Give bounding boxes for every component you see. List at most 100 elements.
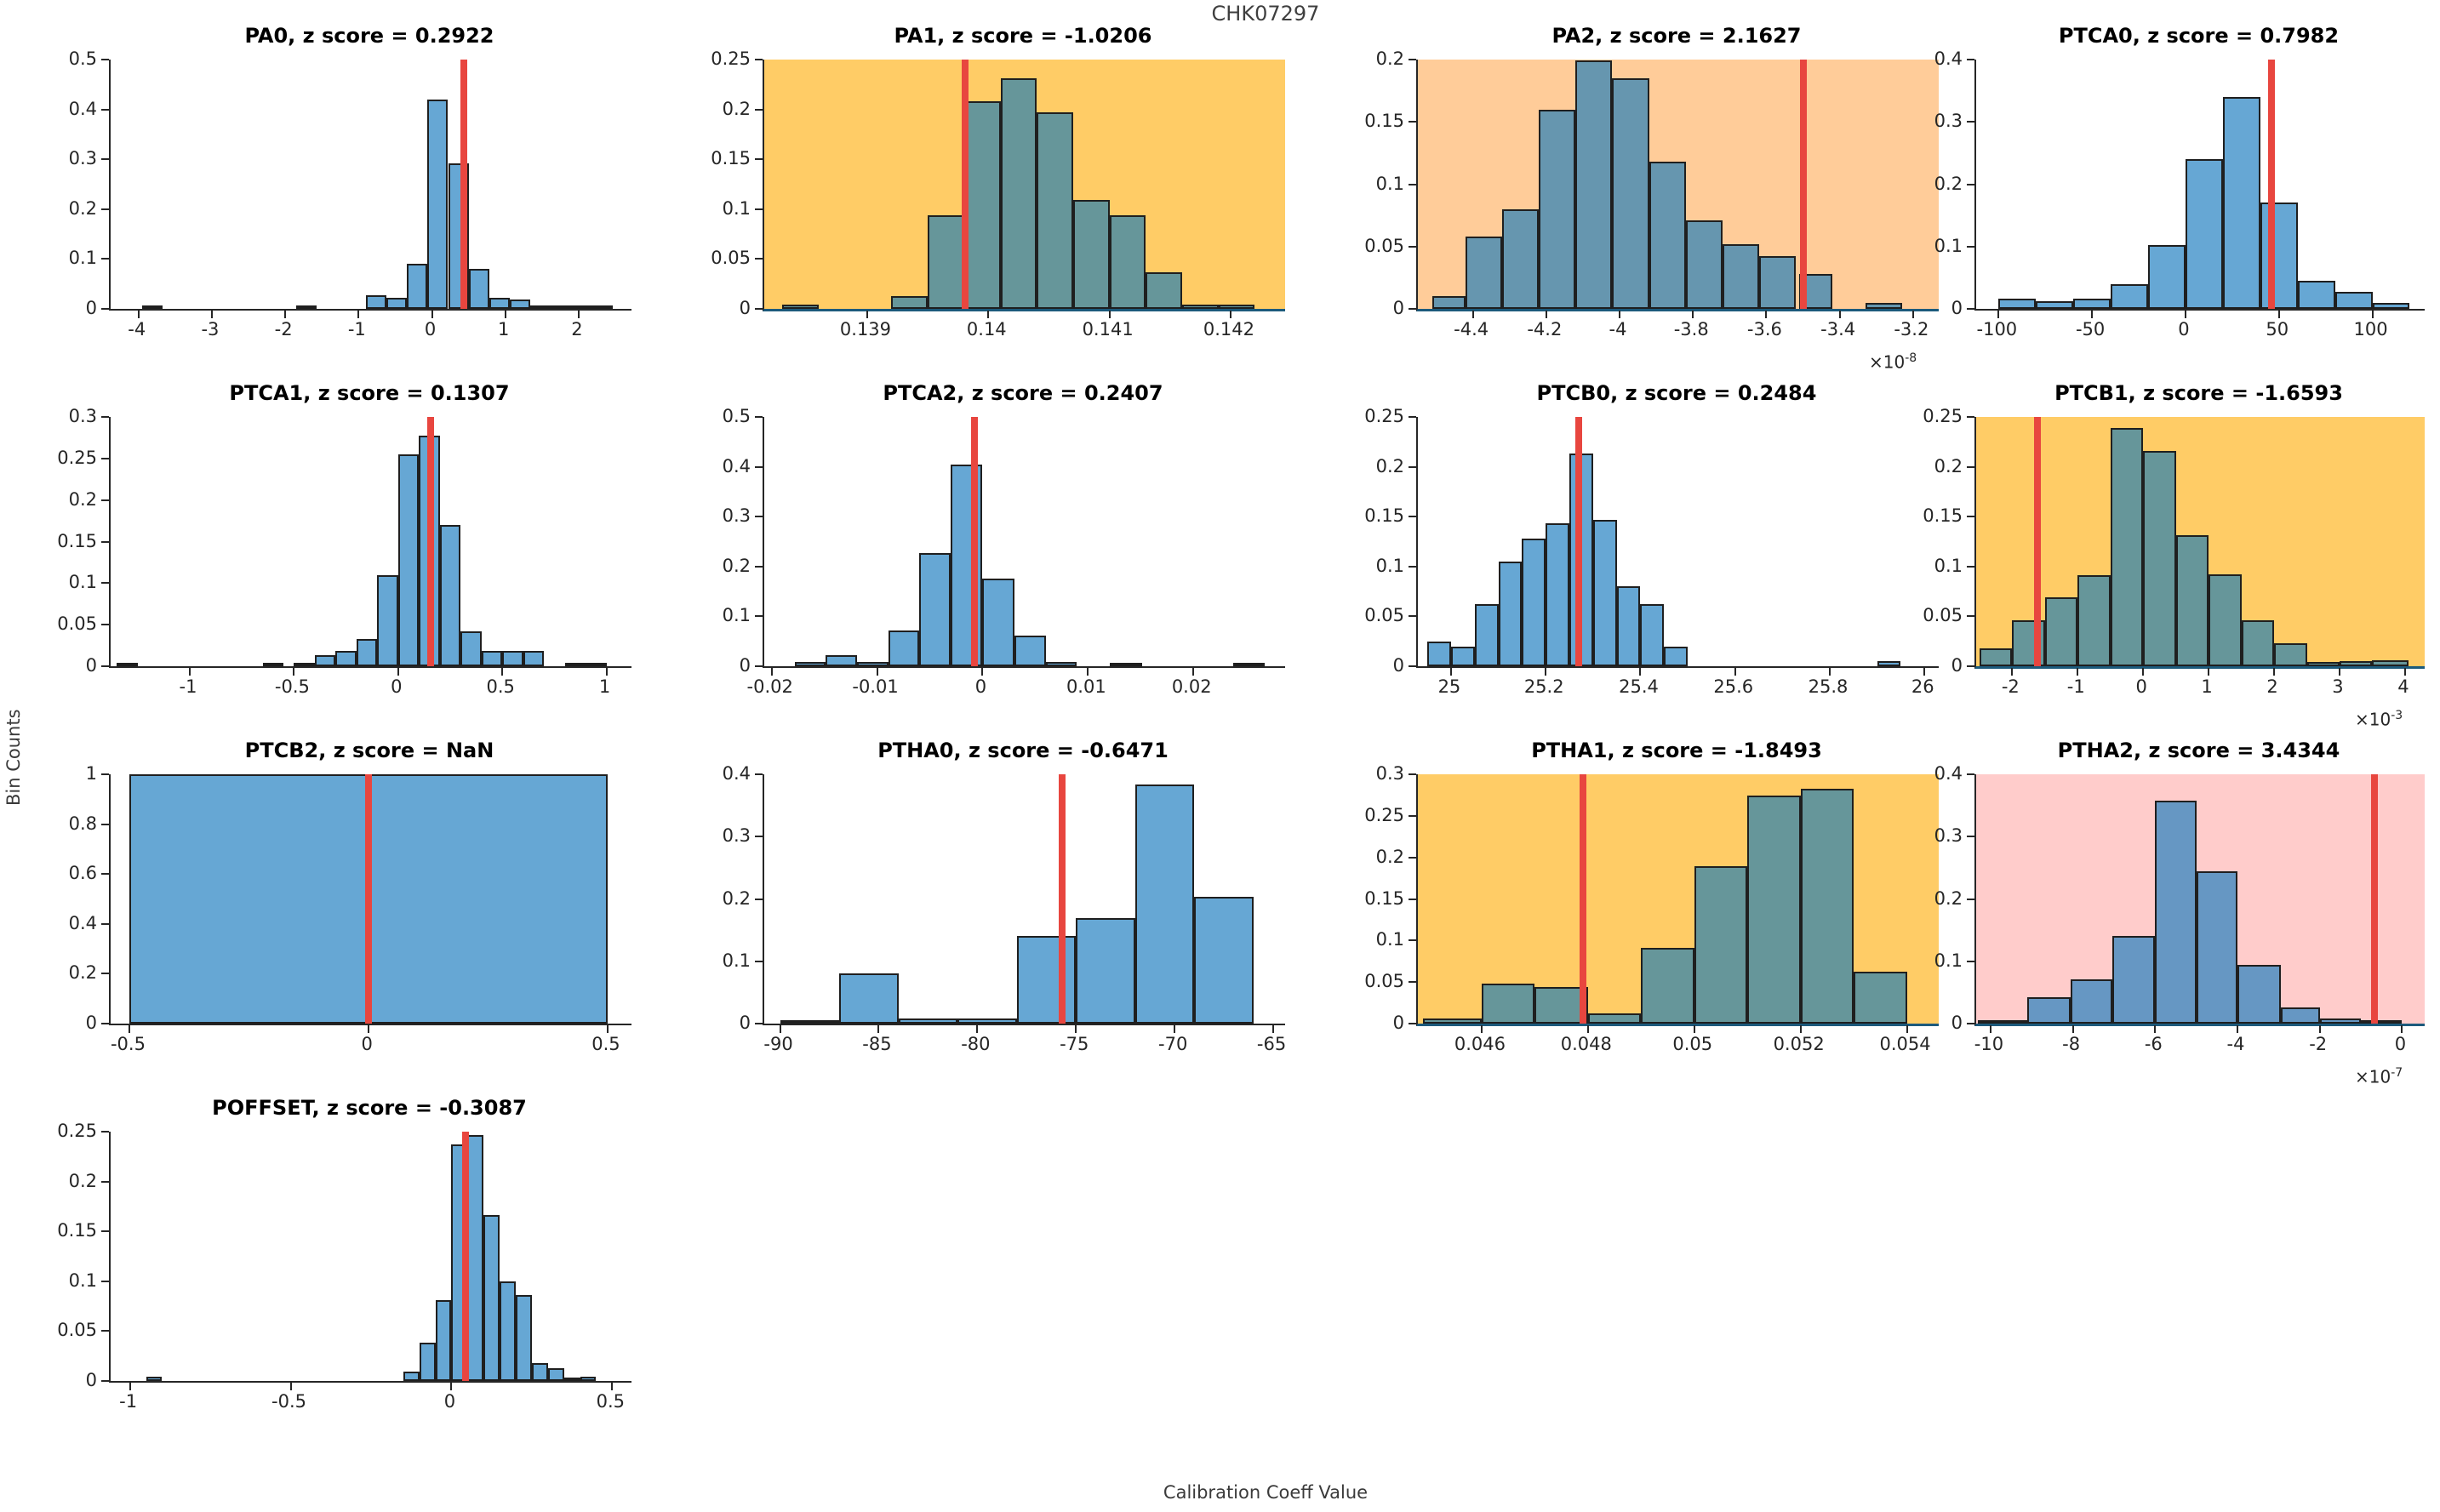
x-tick-label: -2 (2001, 676, 2020, 697)
x-tick (210, 311, 213, 318)
x-tick (1174, 1025, 1176, 1033)
y-tick (1967, 121, 1974, 123)
x-tick-label: -1 (179, 676, 197, 697)
x-tick (501, 668, 504, 676)
x-tick-label: -0.02 (746, 676, 793, 697)
x-tick-label: -50 (2075, 319, 2106, 339)
z-score-marker (365, 774, 373, 1024)
histogram-bar (2110, 427, 2144, 666)
y-tick-label: 0.3 (722, 825, 751, 847)
plot-title-PTCA0: PTCA0, z score = 0.7982 (2058, 24, 2340, 48)
y-tick (101, 582, 109, 585)
histogram-bar (403, 1372, 420, 1381)
y-tick-label: 0.25 (57, 447, 97, 468)
histogram-bar (591, 305, 613, 309)
y-tick (1409, 814, 1416, 817)
x-tick-label: 3 (2332, 676, 2344, 697)
y-tick (1967, 516, 1974, 518)
y-tick (1967, 308, 1974, 310)
histogram-bar (2372, 302, 2410, 309)
histogram-bar (294, 663, 315, 666)
histogram-bar (2222, 96, 2260, 309)
x-tick-label: 2 (571, 319, 583, 339)
x-tick (976, 1025, 979, 1033)
y-tick-label: 0.15 (1364, 111, 1404, 132)
histogram-bar (296, 305, 317, 309)
x-tick-label: 0.048 (1560, 1034, 1612, 1054)
y-tick-label: 0.05 (1923, 605, 1963, 626)
y-tick (755, 665, 763, 667)
histogram-bar (435, 1300, 452, 1381)
x-tick (2277, 311, 2280, 318)
x-tick (1075, 1025, 1077, 1033)
y-tick-label: 0.1 (1375, 555, 1404, 576)
y-tick-label: 0 (1392, 1013, 1404, 1033)
histogram-bar (1747, 796, 1801, 1024)
plot-title-PA2: PA2, z score = 2.1627 (1551, 24, 1802, 48)
x-tick-label: -10 (1974, 1034, 2004, 1054)
z-score-marker (426, 417, 434, 666)
histogram-bar (563, 1378, 580, 1381)
x-tick-label: 0.054 (1879, 1034, 1931, 1054)
y-tick-label: 0 (85, 655, 97, 676)
plot-title-PTHA1: PTHA1, z score = -1.8493 (1531, 739, 1822, 762)
histogram-bar (1427, 641, 1451, 666)
x-tick-label: 25.8 (1808, 676, 1849, 697)
x-tick-label: -2 (2309, 1034, 2328, 1054)
y-tick-label: 0 (739, 655, 751, 676)
histogram-bar (356, 638, 378, 666)
histogram-bar (1218, 305, 1255, 309)
x-tick-label: 0 (424, 319, 437, 339)
histogram-bar (951, 464, 983, 666)
y-tick-label: 0.5 (68, 48, 97, 69)
x-tick-label: -80 (961, 1034, 991, 1054)
y-tick (101, 457, 109, 459)
x-tick-label: 0 (361, 1034, 373, 1054)
y-tick (1967, 773, 1974, 775)
histogram-bar (794, 662, 826, 666)
y-tick (1409, 981, 1416, 984)
histogram-bar (2372, 659, 2409, 666)
x-tick (1272, 1025, 1275, 1033)
x-tick (1734, 668, 1736, 676)
plot-area-PTCA1 (101, 416, 631, 676)
histogram-bar (919, 552, 951, 666)
histogram-bar (963, 101, 1001, 309)
plot-title-PA0: PA0, z score = 0.2922 (244, 24, 494, 48)
histogram-bar (1854, 972, 1907, 1024)
y-tick-label: 0.5 (722, 406, 751, 426)
y-tick-label: 0.2 (68, 1170, 97, 1191)
x-tick (770, 668, 773, 676)
histogram-bar (531, 1362, 548, 1381)
histogram-bar (439, 524, 461, 666)
x-tick (129, 1383, 131, 1390)
histogram-bar (2027, 996, 2071, 1024)
plot-title-PTHA0: PTHA0, z score = -0.6471 (877, 739, 1169, 762)
x-tick (1989, 1025, 1991, 1033)
x-tick (450, 1383, 453, 1390)
x-tick (1906, 1025, 1908, 1033)
histogram-bar (365, 295, 387, 309)
x-tick (605, 668, 608, 676)
histogram-bar (2175, 535, 2209, 666)
histogram-bar (580, 1377, 597, 1381)
histogram-bar (142, 305, 163, 309)
x-tick (2273, 668, 2276, 676)
x-tick (2011, 668, 2014, 676)
x-tick-label: -8 (2062, 1034, 2081, 1054)
x-tick-label: 0.5 (591, 1034, 620, 1054)
plot-area-PTCA0 (1967, 59, 2425, 318)
y-tick (755, 158, 763, 161)
histogram-bar (1182, 305, 1219, 309)
z-score-marker (1059, 774, 1066, 1024)
histogram-bar (1612, 77, 1649, 309)
histogram-bar (1423, 1018, 1482, 1024)
histogram-bar (2196, 870, 2237, 1024)
y-tick (101, 308, 109, 310)
x-tick-label: 4 (2397, 676, 2409, 697)
histogram-bar (1640, 604, 1665, 666)
histogram-bar (547, 1367, 564, 1381)
y-tick (1409, 615, 1416, 618)
x-tick (2077, 668, 2079, 676)
x-tick (284, 311, 287, 318)
